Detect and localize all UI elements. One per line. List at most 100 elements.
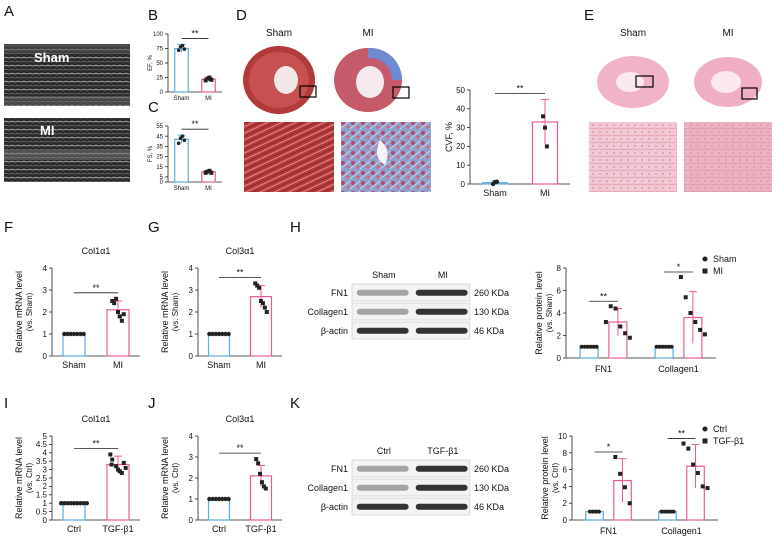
blot-strip (351, 321, 471, 340)
y-axis-label: Relative mRNA level (14, 437, 24, 519)
data-point (176, 141, 181, 146)
data-point (81, 501, 86, 506)
blot-lane-label: Sham (372, 270, 396, 280)
x-tick-label: Collagen1 (661, 526, 702, 536)
y-tick-label: 8 (563, 449, 568, 458)
data-point (216, 496, 222, 502)
y-tick-label: 1 (43, 330, 48, 339)
x-tick-label: Ctrl (67, 524, 81, 534)
blot-band (415, 308, 468, 315)
x-tick-label: Sham (483, 188, 507, 198)
y-tick-label: 3 (43, 465, 48, 474)
y-tick-label: 5 (43, 432, 48, 441)
y-tick-label: 2 (189, 474, 194, 483)
x-tick-label: MI (540, 188, 550, 198)
data-point (114, 464, 119, 469)
y-tick-label: 0 (189, 516, 194, 525)
western-blot-h: Sham MI FN1 260 KDa Collagen1 130 KDa β-actin 4… (307, 270, 509, 340)
y-tick-label: 30 (456, 123, 465, 132)
blot-band (356, 289, 409, 296)
y-axis-label: Relative protein level (540, 436, 550, 520)
data-point (693, 320, 698, 324)
echo-mi-image: MI (4, 118, 130, 182)
bar (654, 346, 674, 359)
data-point (78, 501, 83, 506)
data-point (116, 310, 120, 314)
data-point (702, 332, 707, 337)
data-point (253, 281, 258, 286)
data-point (671, 509, 676, 514)
y-tick-label: 40 (456, 105, 465, 114)
y-axis-label: EF, % (148, 55, 154, 71)
blot-band (415, 289, 468, 296)
y-tick-label: 50 (456, 86, 465, 95)
panel-label-c: C (148, 99, 159, 116)
y-tick-label: 3 (189, 286, 194, 295)
masson-mi-lumen (376, 140, 388, 165)
significance-marker: ** (92, 283, 100, 293)
data-point (109, 462, 114, 467)
y-tick-label: 0 (43, 352, 48, 361)
panel-label-j: J (148, 395, 156, 412)
data-point (75, 331, 80, 337)
y-tick-label: 0.5 (36, 507, 48, 516)
bar (62, 333, 86, 357)
data-point (698, 327, 703, 332)
blot-row-label: β-actin (321, 502, 348, 512)
y-tick-label: 2 (43, 482, 48, 491)
data-point (613, 455, 618, 459)
bar (207, 498, 231, 521)
panel-d-sham-label: Sham (266, 28, 292, 39)
x-tick-label: MI (205, 186, 212, 192)
x-tick-label: Sham (174, 96, 190, 102)
data-point (668, 509, 673, 514)
chart-title: Col3α1 (226, 414, 255, 424)
blot-band (356, 308, 409, 315)
x-tick-label: Sham (207, 360, 231, 370)
y-tick-label: 2 (189, 308, 194, 317)
y-axis-label: Relative mRNA level (14, 271, 24, 353)
panel-label-e: E (584, 7, 594, 24)
panel-label-a: A (4, 3, 14, 20)
data-point (207, 496, 212, 502)
data-point (213, 331, 218, 337)
data-point (123, 465, 128, 470)
chart-h: 0 2 4 6 8 Relative protein level (vs. Sham) ** F… (534, 254, 737, 374)
data-point (627, 501, 632, 506)
data-point (220, 331, 225, 337)
data-point (255, 283, 260, 288)
panel-label-b: B (148, 7, 158, 24)
data-point (659, 509, 664, 514)
blot-size-label: 46 KDa (474, 326, 504, 336)
data-point (618, 324, 623, 329)
y-axis-label: FS, % (148, 145, 154, 162)
data-point (618, 471, 623, 476)
data-point (180, 43, 185, 48)
data-point (608, 304, 613, 309)
x-tick-label: TGF-β1 (102, 524, 133, 534)
blot-band (356, 327, 409, 334)
data-point (62, 331, 67, 337)
data-point (591, 344, 596, 349)
data-point (259, 299, 263, 303)
x-tick-label: Collagen1 (658, 364, 699, 374)
legend-label: TGF-β1 (713, 436, 744, 446)
y-tick-label: 4 (43, 264, 48, 273)
panel-label-f: F (4, 219, 13, 236)
panel-e-mi-label: MI (722, 28, 733, 39)
significance-marker: ** (678, 429, 686, 439)
y-axis-label-secondary: (vs. Ctrl) (171, 463, 180, 494)
data-point (657, 344, 662, 349)
y-tick-label: 6 (557, 287, 562, 296)
data-point (59, 501, 64, 506)
y-tick-label: 0 (160, 90, 164, 96)
blot-size-label: 46 KDa (474, 502, 504, 512)
data-point (627, 335, 632, 340)
chart-title: Col1α1 (82, 246, 111, 256)
y-axis-label: Relative mRNA level (160, 437, 170, 519)
legend-marker (702, 426, 708, 432)
data-point (213, 496, 218, 502)
legend-label: Ctrl (713, 424, 727, 434)
y-axis-label-secondary: (vs. Sham) (545, 293, 554, 332)
y-tick-label: 45 (156, 134, 163, 140)
